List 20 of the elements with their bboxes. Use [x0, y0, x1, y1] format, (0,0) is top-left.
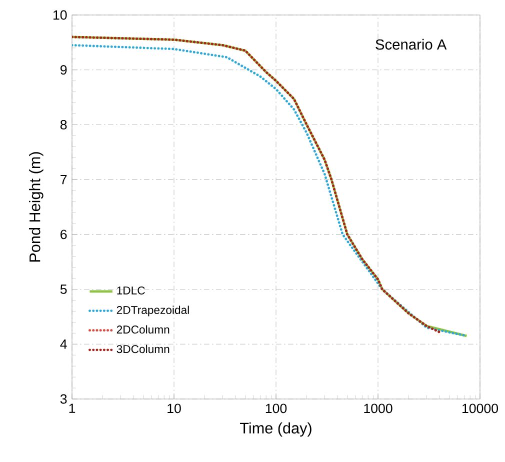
x-axis-title: Time (day) [240, 422, 312, 437]
x-tick-label: 100 [266, 404, 287, 414]
y-tick-label: 3 [60, 394, 67, 404]
legend-label: 2DTrapezoidal [116, 306, 189, 316]
y-tick-label: 8 [60, 120, 67, 130]
x-tick-label: 10000 [462, 404, 498, 414]
x-tick-label: 1000 [364, 404, 392, 414]
y-tick-label: 6 [60, 230, 67, 240]
y-axis-title: Pond Height (m) [29, 152, 44, 262]
y-tick-label: 5 [60, 284, 67, 294]
annotation: Scenario A [376, 38, 447, 50]
y-tick-label: 9 [60, 65, 67, 75]
y-tick-label: 4 [60, 340, 67, 349]
x-tick-label: 1 [69, 404, 76, 413]
legend-label: 2DColumn [116, 325, 170, 334]
y-tick-label: 7 [60, 174, 67, 184]
x-tick-label: 10 [168, 404, 181, 414]
legend-label: 3DColumn [116, 344, 170, 354]
y-tick-label: 10 [53, 10, 67, 20]
legend-label: 1DLC [117, 286, 145, 294]
